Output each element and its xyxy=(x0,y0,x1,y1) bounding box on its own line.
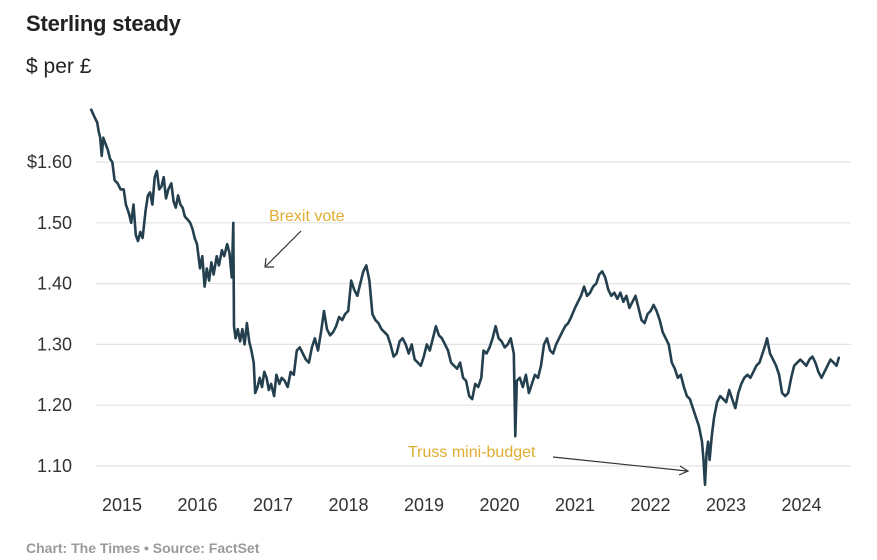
y-tick-label: 1.30 xyxy=(37,334,72,354)
x-tick-label: 2015 xyxy=(102,495,142,515)
chart-subtitle: $ per £ xyxy=(26,55,92,78)
x-tick-label: 2019 xyxy=(404,495,444,515)
x-tick-label: 2018 xyxy=(328,495,368,515)
x-tick-label: 2022 xyxy=(630,495,670,515)
x-tick-label: 2024 xyxy=(781,495,821,515)
annotation-truss-mini-budget: Truss mini-budget xyxy=(408,444,536,461)
series-line-gbp-usd xyxy=(89,108,841,487)
chart-source: Chart: The Times • Source: FactSet xyxy=(26,540,260,556)
y-tick-label: 1.20 xyxy=(37,395,72,415)
x-tick-label: 2017 xyxy=(253,495,293,515)
x-tick-label: 2016 xyxy=(177,495,217,515)
x-tick-label: 2020 xyxy=(479,495,519,515)
gridlines xyxy=(96,161,851,467)
y-tick-label: 1.10 xyxy=(37,456,72,476)
x-axis-ticks: 2015 2016 2017 2018 2019 2020 2021 2022 2023 2024 xyxy=(102,495,822,515)
x-tick-label: 2021 xyxy=(555,495,595,515)
y-tick-label: 1.40 xyxy=(37,274,72,294)
x-tick-label: 2023 xyxy=(706,495,746,515)
y-axis-ticks: $1.60 1.50 1.40 1.30 1.20 1.10 xyxy=(27,152,72,476)
chart-title: Sterling steady xyxy=(26,11,181,36)
annotation-brexit-vote: Brexit vote xyxy=(269,208,345,225)
y-tick-label: 1.50 xyxy=(37,213,72,233)
arrow-icon-truss xyxy=(552,456,690,476)
arrow-icon-brexit xyxy=(264,230,302,268)
y-tick-label: $1.60 xyxy=(27,152,72,172)
